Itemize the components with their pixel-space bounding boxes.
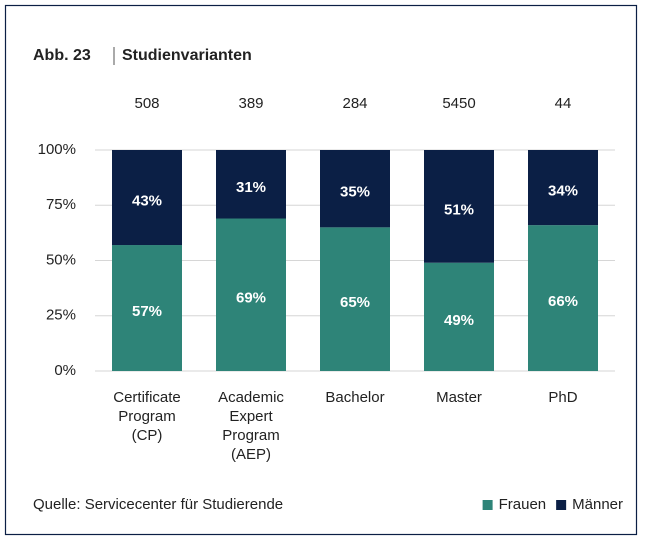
x-tick-label: Certificate <box>113 389 181 406</box>
x-tick-label: Program <box>118 408 176 425</box>
x-tick-label: Academic <box>218 389 284 406</box>
y-tick-label: 100% <box>38 141 76 158</box>
data-label: 43% <box>132 192 162 209</box>
source: Quelle: Servicecenter für Studierende <box>33 496 283 513</box>
total-label: 5450 <box>442 95 475 112</box>
y-tick-label: 0% <box>54 362 76 379</box>
x-tick-label: Master <box>436 389 482 406</box>
bar-segment <box>216 150 286 219</box>
bar-segment <box>424 262 494 371</box>
data-label: 65% <box>340 294 370 311</box>
bar-segment <box>216 218 286 371</box>
data-label: 51% <box>444 201 474 218</box>
data-label: 66% <box>548 293 578 310</box>
total-label: 389 <box>238 95 263 112</box>
bar-segment <box>112 150 182 246</box>
data-label: 34% <box>548 183 578 200</box>
y-tick-label: 50% <box>46 251 76 268</box>
total-label: 284 <box>342 95 367 112</box>
bar-segment <box>528 225 598 371</box>
data-label: 49% <box>444 312 474 329</box>
bar-segment <box>320 150 390 228</box>
legend-swatch <box>482 500 493 510</box>
bar-segment <box>112 245 182 371</box>
data-label: 57% <box>132 303 162 320</box>
x-tick-label: PhD <box>548 389 577 406</box>
x-tick-label: (CP) <box>132 427 163 444</box>
x-tick-label: Program <box>222 427 280 444</box>
figure-number: Abb. 23 <box>33 47 91 64</box>
data-label: 31% <box>236 179 266 196</box>
bar-segment <box>424 150 494 263</box>
data-label: 35% <box>340 184 370 201</box>
y-tick-label: 75% <box>46 196 76 213</box>
bar-segment <box>528 150 598 226</box>
legend-label: Männer <box>572 496 623 513</box>
legend-label: Frauen <box>499 496 547 513</box>
bar-segment <box>320 227 390 371</box>
x-tick-label: (AEP) <box>231 446 271 463</box>
chart-title: Studienvarianten <box>122 47 252 64</box>
y-tick-label: 25% <box>46 307 76 324</box>
frame <box>4 4 638 536</box>
x-tick-label: Expert <box>229 408 273 425</box>
data-label: 69% <box>236 290 266 307</box>
legend-swatch <box>556 500 567 510</box>
x-tick-label: Bachelor <box>325 389 384 406</box>
total-label: 508 <box>134 95 159 112</box>
total-label: 44 <box>555 95 572 112</box>
